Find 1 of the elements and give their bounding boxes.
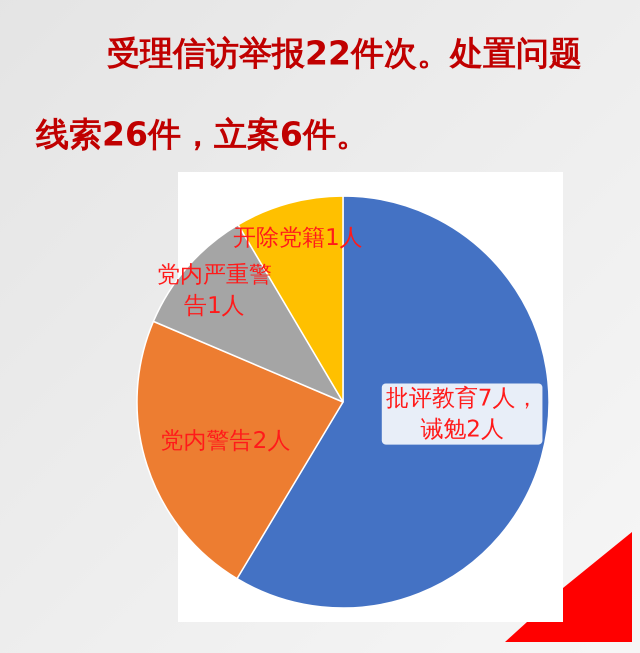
- title: 受理信访举报22件次。处置问题线索26件，立案6件。: [36, 34, 582, 154]
